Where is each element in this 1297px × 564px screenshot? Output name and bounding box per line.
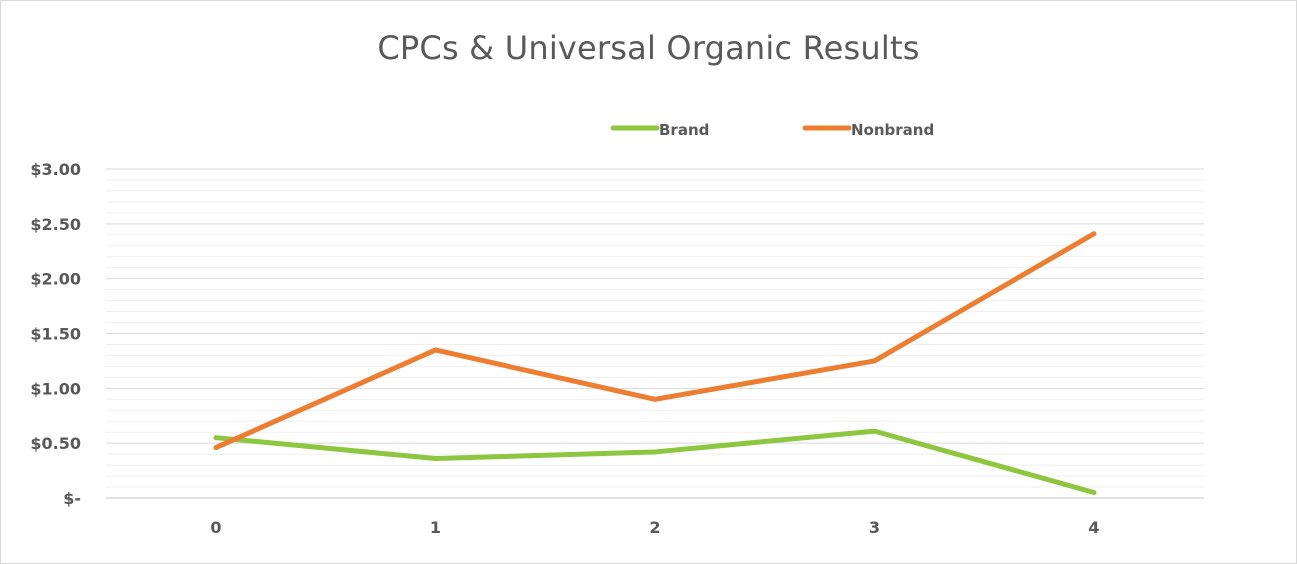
x-tick-label: 3 bbox=[869, 518, 880, 537]
y-tick-label: $- bbox=[63, 489, 81, 508]
x-tick-label: 2 bbox=[649, 518, 660, 537]
y-tick-label: $0.50 bbox=[30, 434, 81, 453]
chart-title: CPCs & Universal Organic Results bbox=[377, 29, 920, 67]
y-tick-label: $1.00 bbox=[30, 379, 81, 398]
y-tick-label: $2.00 bbox=[30, 270, 81, 289]
legend-label: Nonbrand bbox=[851, 121, 934, 139]
x-tick-label: 1 bbox=[430, 518, 441, 537]
x-tick-label: 4 bbox=[1088, 518, 1099, 537]
y-tick-label: $1.50 bbox=[30, 325, 81, 344]
series-line-nonbrand bbox=[213, 231, 1097, 451]
y-tick-label: $3.00 bbox=[30, 160, 81, 179]
series-line-brand bbox=[213, 428, 1097, 496]
legend-label: Brand bbox=[659, 121, 709, 139]
y-tick-label: $2.50 bbox=[30, 215, 81, 234]
x-tick-label: 0 bbox=[210, 518, 221, 537]
